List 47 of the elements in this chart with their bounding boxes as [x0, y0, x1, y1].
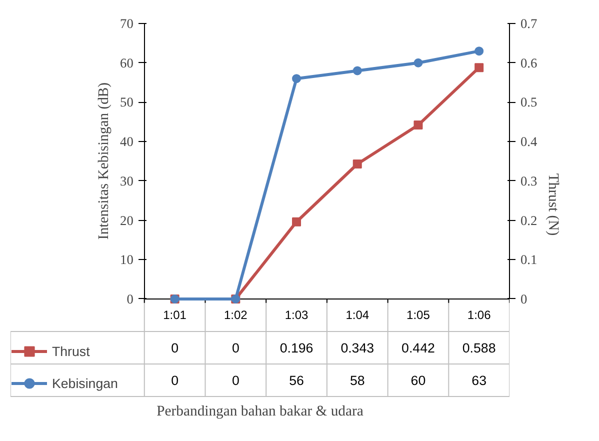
- y-tick-label: 70: [120, 16, 134, 32]
- legend-label: Thrust: [52, 342, 90, 360]
- data-label: 0.588: [462, 340, 496, 356]
- y2-tick-label: 0: [520, 291, 528, 306]
- y2-tick-label: 0.5: [520, 94, 538, 110]
- x-tick-label: 1:05: [406, 308, 430, 322]
- point: [474, 46, 484, 56]
- point: [414, 120, 423, 130]
- y2-tick-label: 0.6: [520, 55, 538, 70]
- x-tick-label: 1:01: [163, 308, 187, 322]
- x-tick-label: 1:02: [224, 308, 248, 322]
- y-tick-label: 60: [120, 55, 134, 70]
- y2-tick-label: 0.4: [520, 134, 538, 150]
- text: Perbandingan bahan bakar & udara: [156, 404, 364, 420]
- data-label: 63: [472, 373, 486, 388]
- data-label: 56: [289, 373, 304, 388]
- x-tick-label: 1:06: [467, 308, 492, 322]
- y-tick-label: 30: [120, 173, 134, 188]
- point: [352, 66, 362, 76]
- legend-label: Kebisingan: [52, 374, 118, 393]
- y2-tick-label: 0.3: [520, 173, 538, 188]
- x-tick-label: 1:03: [284, 308, 309, 322]
- data-label: 0.442: [402, 340, 435, 356]
- data-label: 0: [171, 340, 179, 356]
- y2-tick-label: 0.2: [520, 212, 538, 228]
- y-tick-label: 10: [120, 252, 134, 268]
- data-label: 0.196: [280, 340, 314, 356]
- y2-axis-title: Thrust (N): [545, 173, 562, 236]
- point: [292, 217, 302, 226]
- data-label: 0: [232, 340, 240, 356]
- point: [292, 74, 302, 84]
- data-label: 0: [171, 373, 179, 388]
- point: [474, 63, 484, 72]
- y-axis-title: Intensitas Kebisingan (dB): [96, 82, 112, 240]
- y-tick-label: 50: [120, 94, 134, 110]
- y2-tick-label: 0.1: [520, 252, 538, 268]
- data-label: 58: [350, 373, 365, 388]
- data-label: 0.343: [340, 340, 374, 356]
- data-label: 0: [232, 373, 240, 388]
- y-tick-label: 0: [126, 291, 134, 306]
- point: [414, 58, 423, 68]
- y2-tick-label: 0.7: [520, 16, 538, 32]
- x-tick-label: 1:04: [346, 308, 370, 322]
- y-tick-label: 20: [120, 212, 134, 228]
- y-tick-label: 40: [120, 134, 134, 150]
- point: [352, 160, 362, 169]
- data-label: 60: [410, 373, 426, 388]
